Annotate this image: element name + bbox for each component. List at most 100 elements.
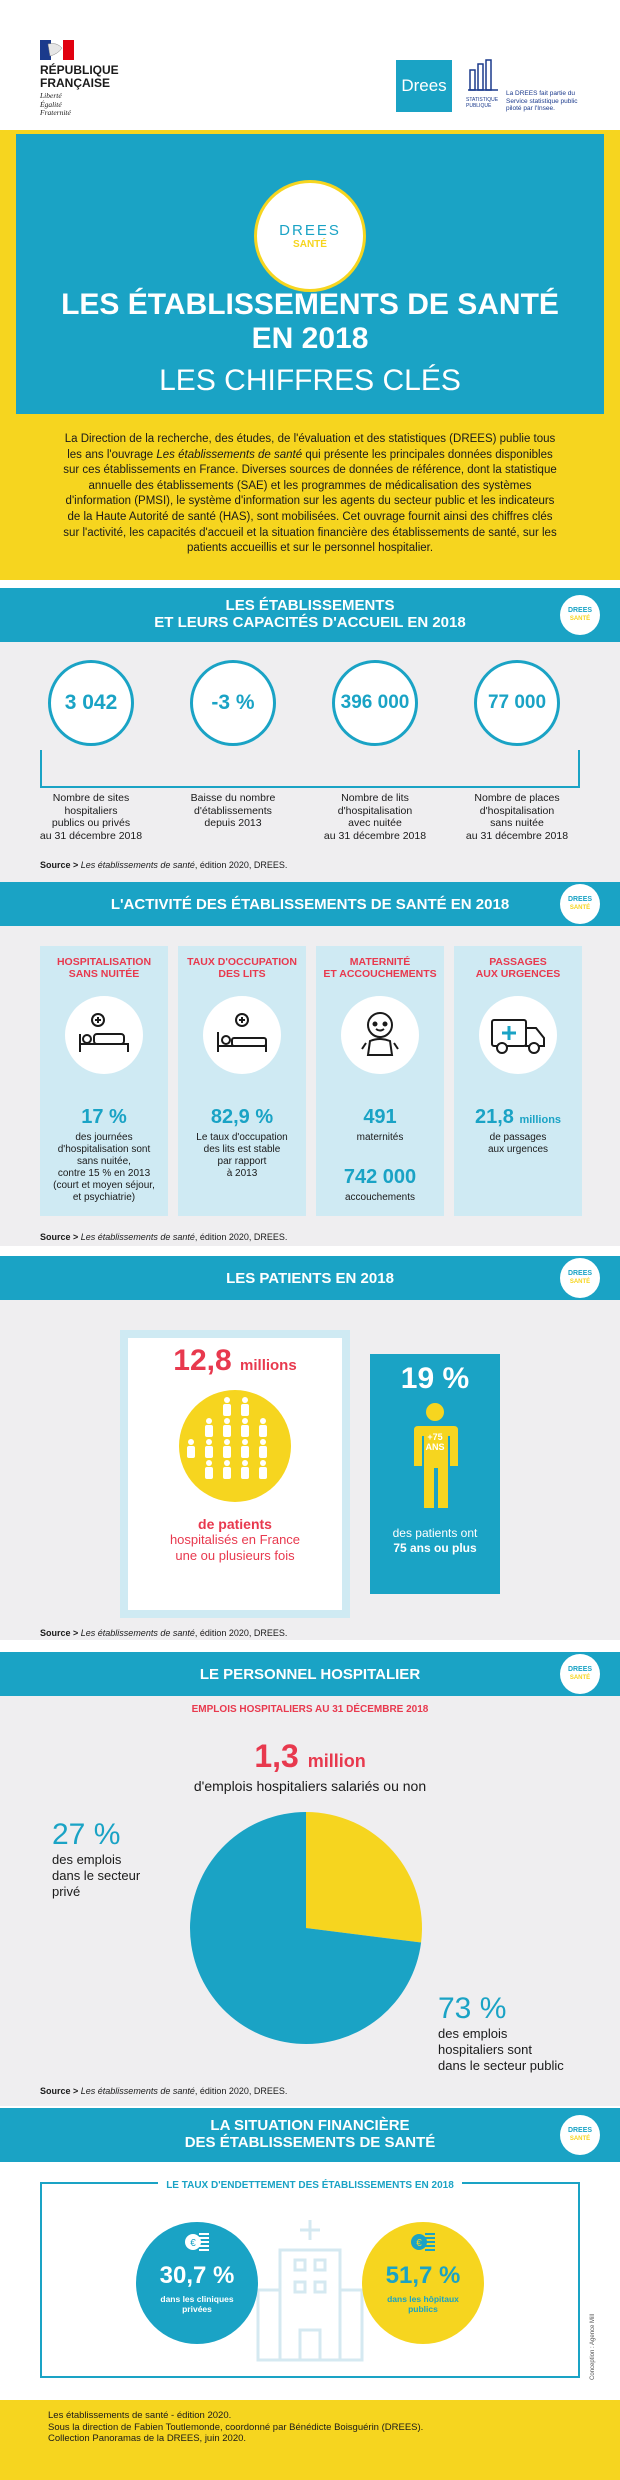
section1-drees-badge: DREES SANTÉ [560, 595, 600, 635]
person-figure [223, 1418, 231, 1437]
section3-drees-badge: DREES SANTÉ [560, 1258, 600, 1298]
ambulance-icon [479, 996, 557, 1074]
hospital-building-icon [250, 2210, 370, 2370]
elderly-card [370, 1354, 500, 1594]
person-figure [241, 1439, 249, 1458]
pie-slice-privé [306, 1812, 422, 1943]
source-note-4: Source > Les établissements de santé, éd… [40, 2086, 288, 2096]
person-figure [205, 1439, 213, 1458]
footer-band [0, 2400, 620, 2480]
card3-value-1: 491 [363, 1106, 397, 1128]
card1-value: 17 % [81, 1106, 127, 1128]
card4-heading: PASSAGES AUX URGENCES [475, 956, 561, 980]
stat-circle-3: 396 000 [332, 660, 418, 746]
person-figure [205, 1418, 213, 1437]
person-figure [205, 1460, 213, 1479]
section3-header: LES PATIENTS EN 2018 [0, 1256, 620, 1300]
hospital-bed-icon [65, 996, 143, 1074]
stat-circle-4: 77 000 [474, 660, 560, 746]
hero-badge-top: DREES [279, 222, 341, 239]
section1-header: LES ÉTABLISSEMENTS ET LEURS CAPACITÉS D'… [0, 588, 620, 642]
stat-caption-1: Nombre de sites hospitaliers publics ou pr… [26, 792, 156, 842]
intro-text: La Direction de la recherche, des études… [63, 433, 557, 555]
person-figure [223, 1460, 231, 1479]
public-debt-pct: 51,7 % [385, 2262, 461, 2289]
bed-icon [203, 996, 281, 1074]
person-figure [223, 1397, 231, 1416]
republic-name: RÉPUBLIQUE FRANÇAISE [40, 63, 119, 90]
person-figure [241, 1460, 249, 1479]
person-figure [241, 1418, 249, 1437]
coins-icon-2: € [409, 2228, 437, 2256]
people-crowd-icon [177, 1388, 293, 1504]
card3-heading: MATERNITÉ ET ACCOUCHEMENTS [323, 956, 437, 980]
credit-text: Conception : Agence Mill [590, 2313, 596, 2380]
page-header [0, 0, 620, 130]
section2-header: L'ACTIVITÉ DES ÉTABLISSEMENTS DE SANTÉ E… [0, 882, 620, 926]
credit-wrap: Conception : Agence Mill [590, 2300, 600, 2380]
private-share: 27 % des emplois dans le secteur privé [52, 1818, 141, 1899]
crowd-circle [179, 1390, 291, 1502]
section4-subtitle: EMPLOIS HOSPITALIERS AU 31 DÉCEMBRE 2018 [191, 1704, 429, 1715]
card-hospitalisation [40, 946, 168, 1216]
stat-caption-3: Nombre de lits d'hospitalisation avec nuit… [310, 792, 440, 842]
card-occupation [178, 946, 306, 1216]
card1-heading: HOSPITALISATION SANS NUITÉE [56, 956, 152, 980]
section4-header: LE PERSONNEL HOSPITALIER [0, 1652, 620, 1696]
card4-value: 21,8 millions [474, 1106, 562, 1128]
coins-icon: € [183, 2228, 211, 2256]
person-figure [187, 1439, 195, 1458]
hero-subtitle: LES CHIFFRES CLÉS [159, 364, 461, 397]
elderly-pct: 19 % [400, 1362, 470, 1395]
stat-circle-2: -3 % [190, 660, 276, 746]
jobs-pie-chart [186, 1808, 426, 2048]
stat-note: La DREES fait partie du Service statisti… [506, 90, 578, 112]
intro-band [0, 420, 620, 580]
card3-value-2: 742 000 [343, 1166, 417, 1188]
stat-caption-2: Baisse du nombre d'établissements depuis 2… [168, 792, 298, 830]
frame-bottom [40, 786, 580, 788]
jobs-label: d'emplois hospitaliers salariés ou non [193, 1778, 427, 1794]
private-debt-pct: 30,7 % [159, 2262, 235, 2289]
svg-text:€: € [416, 2238, 422, 2249]
frame-right [578, 750, 580, 788]
source-note-3: Source > Les établissements de santé, éd… [40, 1628, 288, 1638]
stat-caption-4: Nombre de places d'hospitalisation sans nu… [452, 792, 582, 842]
jobs-big-value: 1,3 million [254, 1738, 366, 1774]
patients-big-value: 12,8 millions [173, 1344, 297, 1377]
footer-text: Les établissements de santé - édition 20… [48, 2410, 424, 2444]
person-figure [241, 1397, 249, 1416]
republic-motto: Liberté Égalité Fraternité [40, 91, 71, 117]
public-debt-label: dans les hôpitaux publics [387, 2294, 459, 2314]
hero-badge-bottom: SANTÉ [293, 239, 327, 250]
drees-logo: Drees [396, 60, 452, 112]
private-debt-label: dans les cliniques privées [160, 2294, 234, 2314]
public-share: 73 % des emplois hospitaliers sont dans … [438, 1992, 564, 2073]
person-figure [259, 1460, 267, 1479]
section5-drees-badge: DREES SANTÉ [560, 2115, 600, 2155]
source-note-2: Source > Les établissements de santé, éd… [40, 1232, 288, 1242]
hero-badge: DREES SANTÉ [254, 180, 366, 292]
card3-label-2: accouchements [344, 1192, 416, 1203]
section4-drees-badge: DREES SANTÉ [560, 1654, 600, 1694]
card1-text: des journées d'hospitalisation sont sans n… [53, 1132, 155, 1203]
age-badge: +75 ANS [425, 1432, 445, 1452]
section2-drees-badge: DREES SANTÉ [560, 884, 600, 924]
person-figure [259, 1439, 267, 1458]
card-maternite [316, 946, 444, 1216]
person-figure [223, 1439, 231, 1458]
card3-label-1: maternités [356, 1132, 404, 1143]
card4-text: de passages aux urgences [487, 1132, 549, 1155]
card2-value: 82,9 % [210, 1106, 274, 1128]
person-figure [259, 1418, 267, 1437]
section5-subtitle-wrap: LE TAUX D'ENDETTEMENT DES ÉTABLISSEMENTS… [0, 2175, 620, 2193]
source-note-1: Source > Les établissements de santé, éd… [40, 860, 288, 870]
stat-circle-1: 3 042 [48, 660, 134, 746]
baby-icon [341, 996, 419, 1074]
frame-left [40, 750, 42, 788]
hero-title: LES ÉTABLISSEMENTS DE SANTÉ EN 2018 [61, 288, 559, 355]
elderly-label: des patients ont 75 ans ou plus [392, 1526, 478, 1555]
marianne-logo [40, 40, 74, 60]
section5-subtitle: LE TAUX D'ENDETTEMENT DES ÉTABLISSEMENTS… [158, 2180, 462, 2191]
card-urgences [454, 946, 582, 1216]
